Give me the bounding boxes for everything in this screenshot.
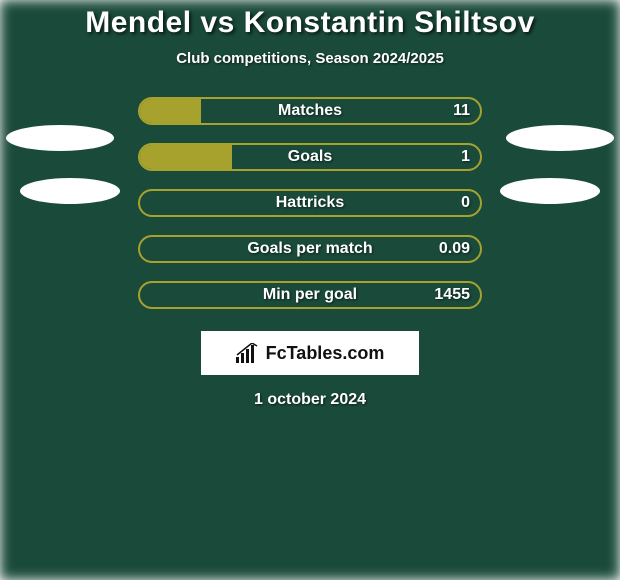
stat-bar: Goals xyxy=(138,143,482,171)
stat-value-right: 11 xyxy=(453,102,470,120)
stat-row: Hattricks0 xyxy=(0,189,620,217)
stat-label: Min per goal xyxy=(140,283,480,307)
stat-value-right: 1455 xyxy=(434,286,470,304)
brand-text: FcTables.com xyxy=(266,343,385,364)
brand-badge: FcTables.com xyxy=(201,331,419,375)
stat-bar: Min per goal xyxy=(138,281,482,309)
stat-bar-fill xyxy=(140,145,232,169)
bar-chart-icon xyxy=(236,343,260,363)
stat-label: Hattricks xyxy=(140,191,480,215)
stat-bar: Matches xyxy=(138,97,482,125)
stat-value-right: 1 xyxy=(461,148,470,166)
content: Mendel vs Konstantin Shiltsov Club compe… xyxy=(0,0,620,580)
footer-date: 1 october 2024 xyxy=(254,391,366,409)
stat-bar: Hattricks xyxy=(138,189,482,217)
page-subtitle: Club competitions, Season 2024/2025 xyxy=(176,50,444,67)
stat-row: 2Matches11 xyxy=(0,97,620,125)
stat-bar: Goals per match xyxy=(138,235,482,263)
stat-row: Goals1 xyxy=(0,143,620,171)
stat-value-right: 0.09 xyxy=(439,240,470,258)
page-title: Mendel vs Konstantin Shiltsov xyxy=(85,6,535,40)
stat-bar-fill xyxy=(140,99,201,123)
stat-value-right: 0 xyxy=(461,194,470,212)
stat-label: Goals per match xyxy=(140,237,480,261)
stat-row: Min per goal1455 xyxy=(0,281,620,309)
stat-row: Goals per match0.09 xyxy=(0,235,620,263)
stat-rows: 2Matches11 Goals1 Hattricks0 Goals per matc… xyxy=(0,97,620,309)
